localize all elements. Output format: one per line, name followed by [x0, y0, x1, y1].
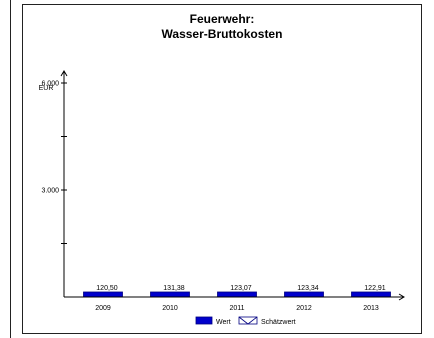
chart-title: Feuerwehr: [190, 12, 255, 26]
legend: Wert Schätzwert [195, 316, 296, 326]
left-panel-edge [0, 0, 11, 338]
y-tick-label: 3.000 [41, 188, 59, 195]
bar-value-label: 122,91 [364, 285, 386, 292]
chart: Feuerwehr: Wasser-Bruttokosten EUR 3.000… [39, 12, 405, 326]
bar [217, 291, 257, 298]
x-tick-label: 2012 [296, 305, 312, 312]
y-unit-label: EUR [39, 85, 54, 92]
bar [150, 291, 190, 298]
bar-value-label: 123,34 [297, 285, 319, 292]
chart-subtitle: Wasser-Bruttokosten [162, 27, 283, 41]
chart-frame: Feuerwehr: Wasser-Bruttokosten EUR 3.000… [22, 4, 422, 334]
x-tick-label: 2009 [95, 305, 111, 312]
x-tick-label: 2011 [229, 305, 244, 312]
bar-value-label: 131,38 [163, 285, 185, 292]
x-tick-label: 2013 [363, 305, 379, 312]
bar-value-label: 120,50 [96, 285, 118, 292]
legend-hatch-1 [238, 316, 249, 325]
legend-label-schaetzwert: Schätzwert [261, 319, 296, 326]
bar [351, 291, 391, 298]
bar [284, 291, 324, 298]
bar-value-label: 123,07 [230, 285, 252, 292]
y-axis-arrow [60, 70, 68, 77]
y-tick-label: 6.000 [41, 81, 59, 88]
legend-swatch-schaetzwert [238, 316, 258, 325]
legend-hatch-2 [247, 316, 258, 325]
bar [83, 291, 123, 298]
x-tick-label: 2010 [162, 305, 178, 312]
legend-swatch-wert [195, 316, 213, 325]
x-axis-arrow [398, 293, 405, 301]
legend-label-wert: Wert [216, 319, 231, 326]
